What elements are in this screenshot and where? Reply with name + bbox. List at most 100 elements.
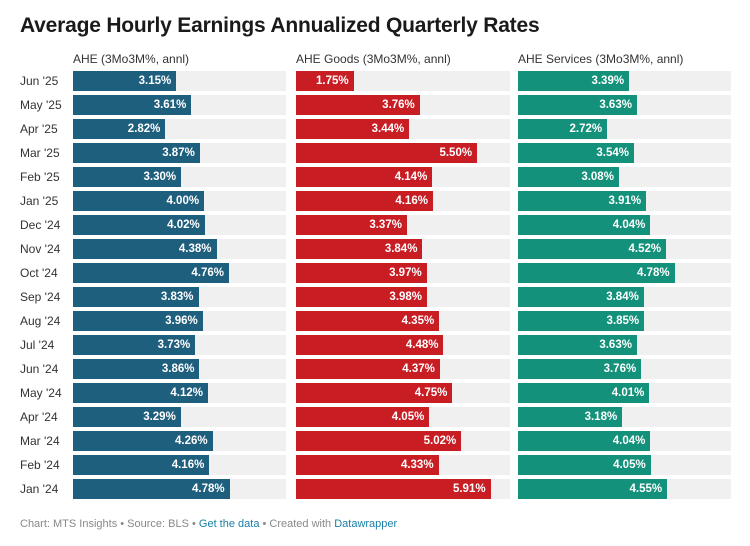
- bar-track: 4.01%: [518, 383, 731, 403]
- data-label: 3.54%: [596, 147, 629, 159]
- data-label: 3.39%: [591, 75, 625, 87]
- data-label: 3.29%: [143, 411, 176, 423]
- data-label: 3.98%: [389, 291, 423, 303]
- data-label: 3.84%: [606, 291, 639, 303]
- data-label: 4.01%: [611, 387, 645, 399]
- bar: 3.97%: [296, 263, 427, 283]
- row-label: Mar '25: [20, 146, 60, 160]
- bar-track: 4.00%: [73, 191, 286, 211]
- bar: 4.14%: [296, 167, 433, 187]
- bar-track: 3.84%: [518, 287, 731, 307]
- data-label: 3.30%: [143, 171, 177, 183]
- data-label: 4.33%: [400, 459, 434, 471]
- data-label: 3.76%: [382, 99, 415, 111]
- data-label: 4.38%: [178, 243, 212, 255]
- bar-track: 4.48%: [296, 335, 510, 355]
- row-label: Apr '24: [20, 410, 58, 424]
- bar-track: 3.84%: [296, 239, 510, 259]
- data-label: 3.18%: [584, 411, 618, 423]
- data-label: 4.75%: [414, 387, 448, 399]
- bar: 4.05%: [296, 407, 430, 427]
- bar: 4.16%: [73, 455, 210, 475]
- data-label: 4.16%: [171, 459, 205, 471]
- bar-track: 4.38%: [73, 239, 286, 259]
- bar: 4.35%: [296, 311, 440, 331]
- data-label: 4.04%: [612, 219, 646, 231]
- bar: 3.85%: [518, 311, 645, 331]
- bar: 5.50%: [296, 143, 478, 163]
- bar: 5.91%: [296, 479, 491, 499]
- row-label: Jun '25: [20, 74, 59, 88]
- bar-track: 5.91%: [296, 479, 510, 499]
- bar: 3.83%: [73, 287, 199, 307]
- bar-track: 3.63%: [518, 335, 731, 355]
- bar-track: 4.35%: [296, 311, 510, 331]
- data-label: 3.37%: [369, 219, 402, 231]
- bar: 4.12%: [73, 383, 208, 403]
- bar: 3.96%: [73, 311, 203, 331]
- bar-track: 3.85%: [518, 311, 731, 331]
- bar: 3.91%: [518, 191, 647, 211]
- bar-track: 4.12%: [73, 383, 286, 403]
- bar-track: 4.04%: [518, 431, 731, 451]
- bar: 3.87%: [73, 143, 200, 163]
- row-label: Oct '24: [20, 266, 58, 280]
- bar: 3.08%: [518, 167, 619, 187]
- bar: 3.63%: [518, 335, 637, 355]
- data-label: 3.61%: [153, 99, 187, 111]
- data-label: 4.55%: [629, 483, 663, 495]
- bar: 4.78%: [518, 263, 675, 283]
- data-label: 4.02%: [167, 219, 200, 231]
- bar: 3.76%: [296, 95, 420, 115]
- bar: 3.63%: [518, 95, 637, 115]
- data-label: 3.96%: [165, 315, 198, 327]
- datawrapper-link[interactable]: Datawrapper: [334, 518, 398, 530]
- row-label: Mar '24: [20, 434, 60, 448]
- bar-track: 5.02%: [296, 431, 510, 451]
- bar-track: 3.18%: [518, 407, 731, 427]
- bar-track: 3.83%: [73, 287, 286, 307]
- data-label: 2.72%: [569, 123, 603, 135]
- bar-track: 4.78%: [73, 479, 286, 499]
- bar-track: 4.05%: [296, 407, 510, 427]
- bar: 4.76%: [73, 263, 229, 283]
- column-header-3: AHE Services (3Mo3M%, annl): [518, 52, 684, 66]
- data-label: 4.48%: [405, 339, 439, 351]
- bar-track: 4.33%: [296, 455, 510, 475]
- data-label: 4.05%: [613, 459, 646, 471]
- column-header-1: AHE (3Mo3M%, annl): [73, 52, 190, 66]
- data-label: 4.37%: [402, 363, 435, 375]
- bar: 3.54%: [518, 143, 634, 163]
- bar: 4.55%: [518, 479, 668, 499]
- row-label: Feb '24: [20, 458, 60, 472]
- bar-track: 3.29%: [73, 407, 286, 427]
- data-label: 4.35%: [401, 315, 435, 327]
- bar-track: 3.98%: [296, 287, 510, 307]
- footer-credit: Chart: MTS Insights • Source: BLS •: [20, 518, 199, 530]
- bar: 4.78%: [73, 479, 230, 499]
- bar: 3.84%: [518, 287, 644, 307]
- bar-track: 4.16%: [73, 455, 286, 475]
- data-label: 4.12%: [170, 387, 203, 399]
- bar: 4.48%: [296, 335, 444, 355]
- bar: 3.98%: [296, 287, 428, 307]
- data-label: 3.15%: [138, 75, 172, 87]
- get-data-link[interactable]: Get the data: [198, 518, 260, 530]
- bar-track: 4.55%: [518, 479, 731, 499]
- bar: 3.18%: [518, 407, 623, 427]
- row-label: Jul '24: [20, 338, 55, 352]
- data-label: 3.97%: [389, 267, 422, 279]
- bar-track: 3.76%: [296, 95, 510, 115]
- data-label: 1.75%: [316, 75, 349, 87]
- bar-track: 3.96%: [73, 311, 286, 331]
- data-label: 4.26%: [174, 435, 208, 447]
- bar-track: 3.08%: [518, 167, 731, 187]
- bar-track: 3.97%: [296, 263, 510, 283]
- bar: 4.01%: [518, 383, 650, 403]
- data-label: 3.85%: [606, 315, 640, 327]
- bar-track: 3.87%: [73, 143, 286, 163]
- bar-track: 3.91%: [518, 191, 731, 211]
- data-label: 3.44%: [371, 123, 405, 135]
- bar-track: 3.73%: [73, 335, 286, 355]
- data-label: 3.87%: [162, 147, 195, 159]
